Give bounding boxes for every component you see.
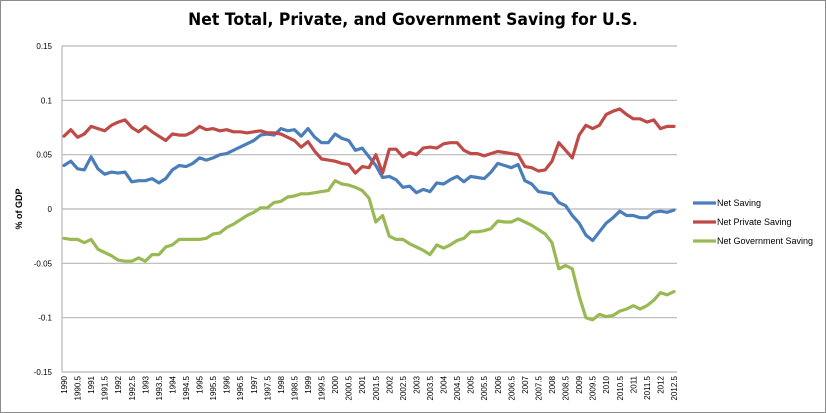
x-tick-label: 2004 xyxy=(440,375,449,393)
x-tick-label: 2001 xyxy=(358,375,367,393)
x-tick-label: 1993 xyxy=(141,375,150,393)
y-tick-label: -0.1 xyxy=(38,314,52,323)
x-tick-label: 2009.5 xyxy=(589,375,598,400)
x-tick-label: 1998 xyxy=(277,375,286,393)
chart-title: Net Total, Private, and Government Savin… xyxy=(188,10,638,30)
x-tick-label: 2003.5 xyxy=(426,375,435,400)
legend-label: Net Saving xyxy=(717,198,761,208)
x-tick-label: 2005 xyxy=(467,375,476,393)
y-tick-label: 0 xyxy=(48,205,53,214)
x-tick-label: 2011 xyxy=(629,375,638,393)
x-tick-label: 2012.5 xyxy=(670,375,679,400)
x-tick-label: 1992 xyxy=(114,375,123,393)
series-line-net-government-saving xyxy=(62,179,676,322)
x-tick-label: 1996.5 xyxy=(236,375,245,400)
x-tick-label: 1995 xyxy=(196,375,205,393)
x-tick-label: 1991.5 xyxy=(101,375,110,400)
y-tick-label: 0.05 xyxy=(36,151,52,160)
x-tick-label: 2003 xyxy=(412,375,421,393)
x-tick-label: 1999 xyxy=(304,375,313,393)
x-tick-label: 1997 xyxy=(250,375,259,393)
x-tick-label: 2007.5 xyxy=(534,375,543,400)
x-tick-label: 1994 xyxy=(168,375,177,393)
x-tick-label: 1996 xyxy=(223,375,232,393)
x-tick-label: 1993.5 xyxy=(155,375,164,400)
y-axis-ticks: 0.15 0.1 0.05 0 -0.05 -0.1 -0.15 xyxy=(34,42,53,377)
x-tick-label: 2012 xyxy=(656,375,665,393)
x-tick-label: 2008.5 xyxy=(562,375,571,400)
x-tick-label: 2010.5 xyxy=(616,375,625,400)
y-axis-label: % of GDP xyxy=(14,188,24,229)
x-tick-label: 2000 xyxy=(331,375,340,393)
x-tick-label: 2002.5 xyxy=(399,375,408,400)
x-tick-label: 1991 xyxy=(87,375,96,393)
x-tick-label: 1998.5 xyxy=(290,375,299,400)
x-tick-label: 2007 xyxy=(521,375,530,393)
x-tick-label: 2004.5 xyxy=(453,375,462,400)
legend: Net Saving Net Private Saving Net Governme… xyxy=(693,198,813,246)
x-tick-label: 1999.5 xyxy=(318,375,327,400)
x-tick-label: 1995.5 xyxy=(209,375,218,400)
x-tick-label: 2008 xyxy=(548,375,557,393)
x-tick-label: 1997.5 xyxy=(263,375,272,400)
x-tick-label: 2002 xyxy=(385,375,394,393)
x-tick-label: 2005.5 xyxy=(480,375,489,400)
gridlines xyxy=(61,45,677,373)
y-tick-label: 0.15 xyxy=(36,42,52,51)
x-tick-label: 1990 xyxy=(60,375,69,393)
y-tick-label: -0.05 xyxy=(34,259,53,268)
x-tick-label: 2011.5 xyxy=(643,375,652,399)
y-tick-label: 0.1 xyxy=(41,96,53,105)
x-tick-label: 2010 xyxy=(602,375,611,393)
x-tick-label: 2009 xyxy=(575,375,584,393)
x-tick-label: 2006.5 xyxy=(507,375,516,400)
legend-label: Net Private Saving xyxy=(717,217,792,227)
x-tick-label: 1992.5 xyxy=(128,375,137,400)
series-lines xyxy=(62,107,676,322)
x-tick-label: 1994.5 xyxy=(182,375,191,400)
x-tick-label: 2006 xyxy=(494,375,503,393)
series-line-net-private-saving xyxy=(62,107,676,175)
x-tick-label: 2001.5 xyxy=(372,375,381,400)
x-tick-label: 2000.5 xyxy=(345,375,354,400)
series-line-net-saving xyxy=(62,127,676,243)
legend-label: Net Government Saving xyxy=(717,236,813,246)
y-tick-label: -0.15 xyxy=(34,368,53,377)
x-axis-ticks: 1990 1990.5 1991 1991.5 1992 1992.5 1993 1993.5… xyxy=(60,375,679,400)
x-tick-label: 1990.5 xyxy=(74,375,83,400)
